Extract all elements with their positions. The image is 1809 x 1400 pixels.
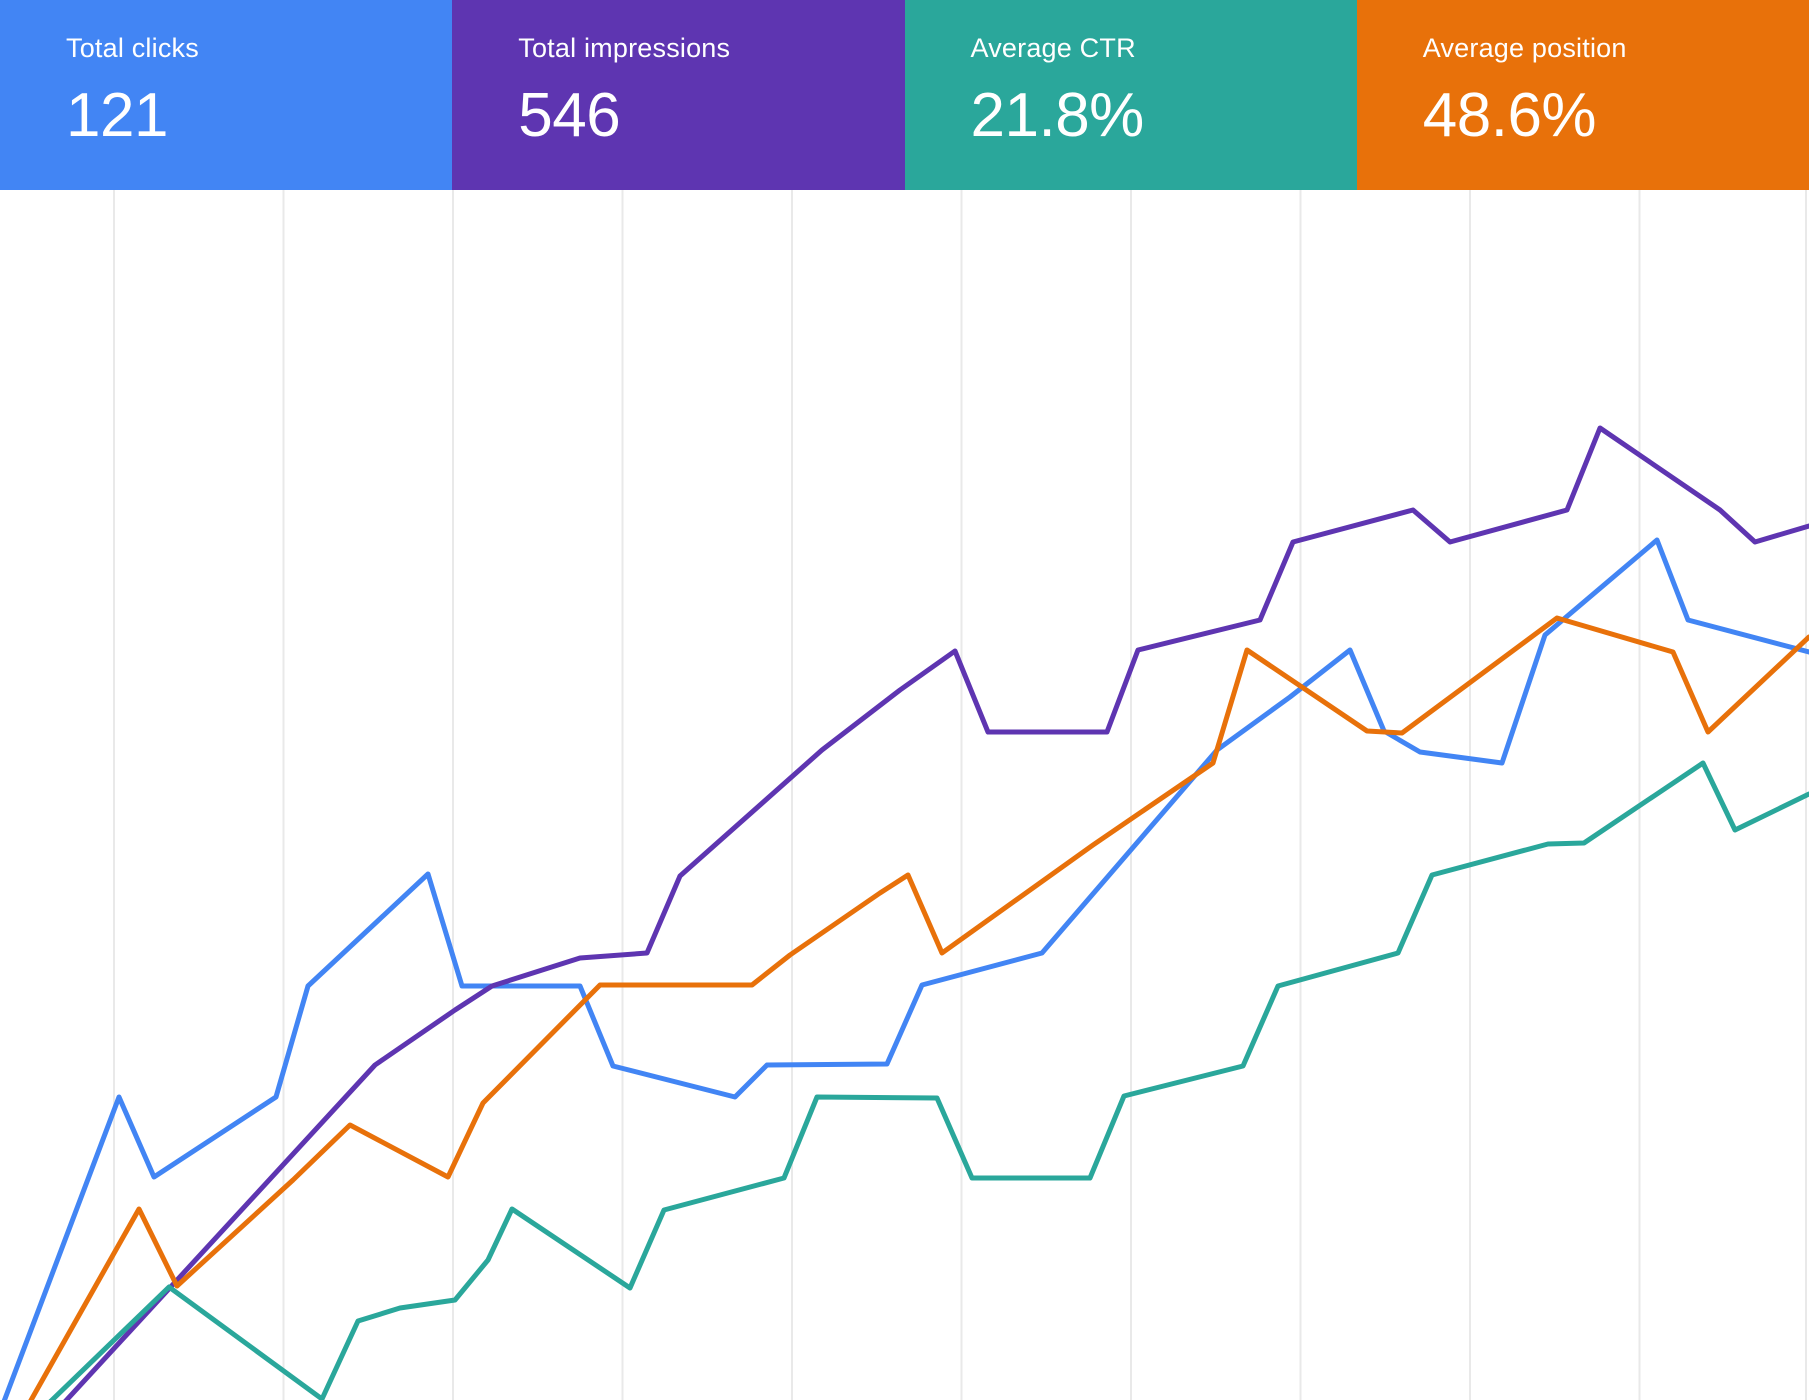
impressions-line [63, 425, 1809, 1400]
card-label-total-clicks: Total clicks [66, 33, 199, 63]
ctr-line [48, 760, 1809, 1400]
card-value-average-ctr: 21.8% [970, 81, 1145, 151]
metric-cards: Total clicks 121 Total impressions 546 A… [0, 0, 1809, 190]
card-average-position[interactable]: Average position 48.6% [1356, 0, 1809, 190]
card-value-total-impressions: 546 [518, 81, 621, 151]
card-average-ctr[interactable]: Average CTR 21.8% [904, 0, 1357, 190]
position-line [28, 615, 1809, 1400]
card-value-total-clicks: 121 [66, 81, 168, 151]
card-label-average-position: Average position [1422, 33, 1627, 63]
card-label-total-impressions: Total impressions [518, 33, 731, 63]
performance-chart[interactable] [0, 190, 1809, 1400]
clicks-line [1, 537, 1809, 1400]
card-label-average-ctr: Average CTR [970, 33, 1136, 63]
performance-chart-canvas[interactable] [0, 190, 1809, 1400]
card-value-average-position: 48.6% [1422, 81, 1597, 151]
card-total-impressions[interactable]: Total impressions 546 [452, 0, 905, 190]
card-total-clicks[interactable]: Total clicks 121 [0, 0, 453, 190]
